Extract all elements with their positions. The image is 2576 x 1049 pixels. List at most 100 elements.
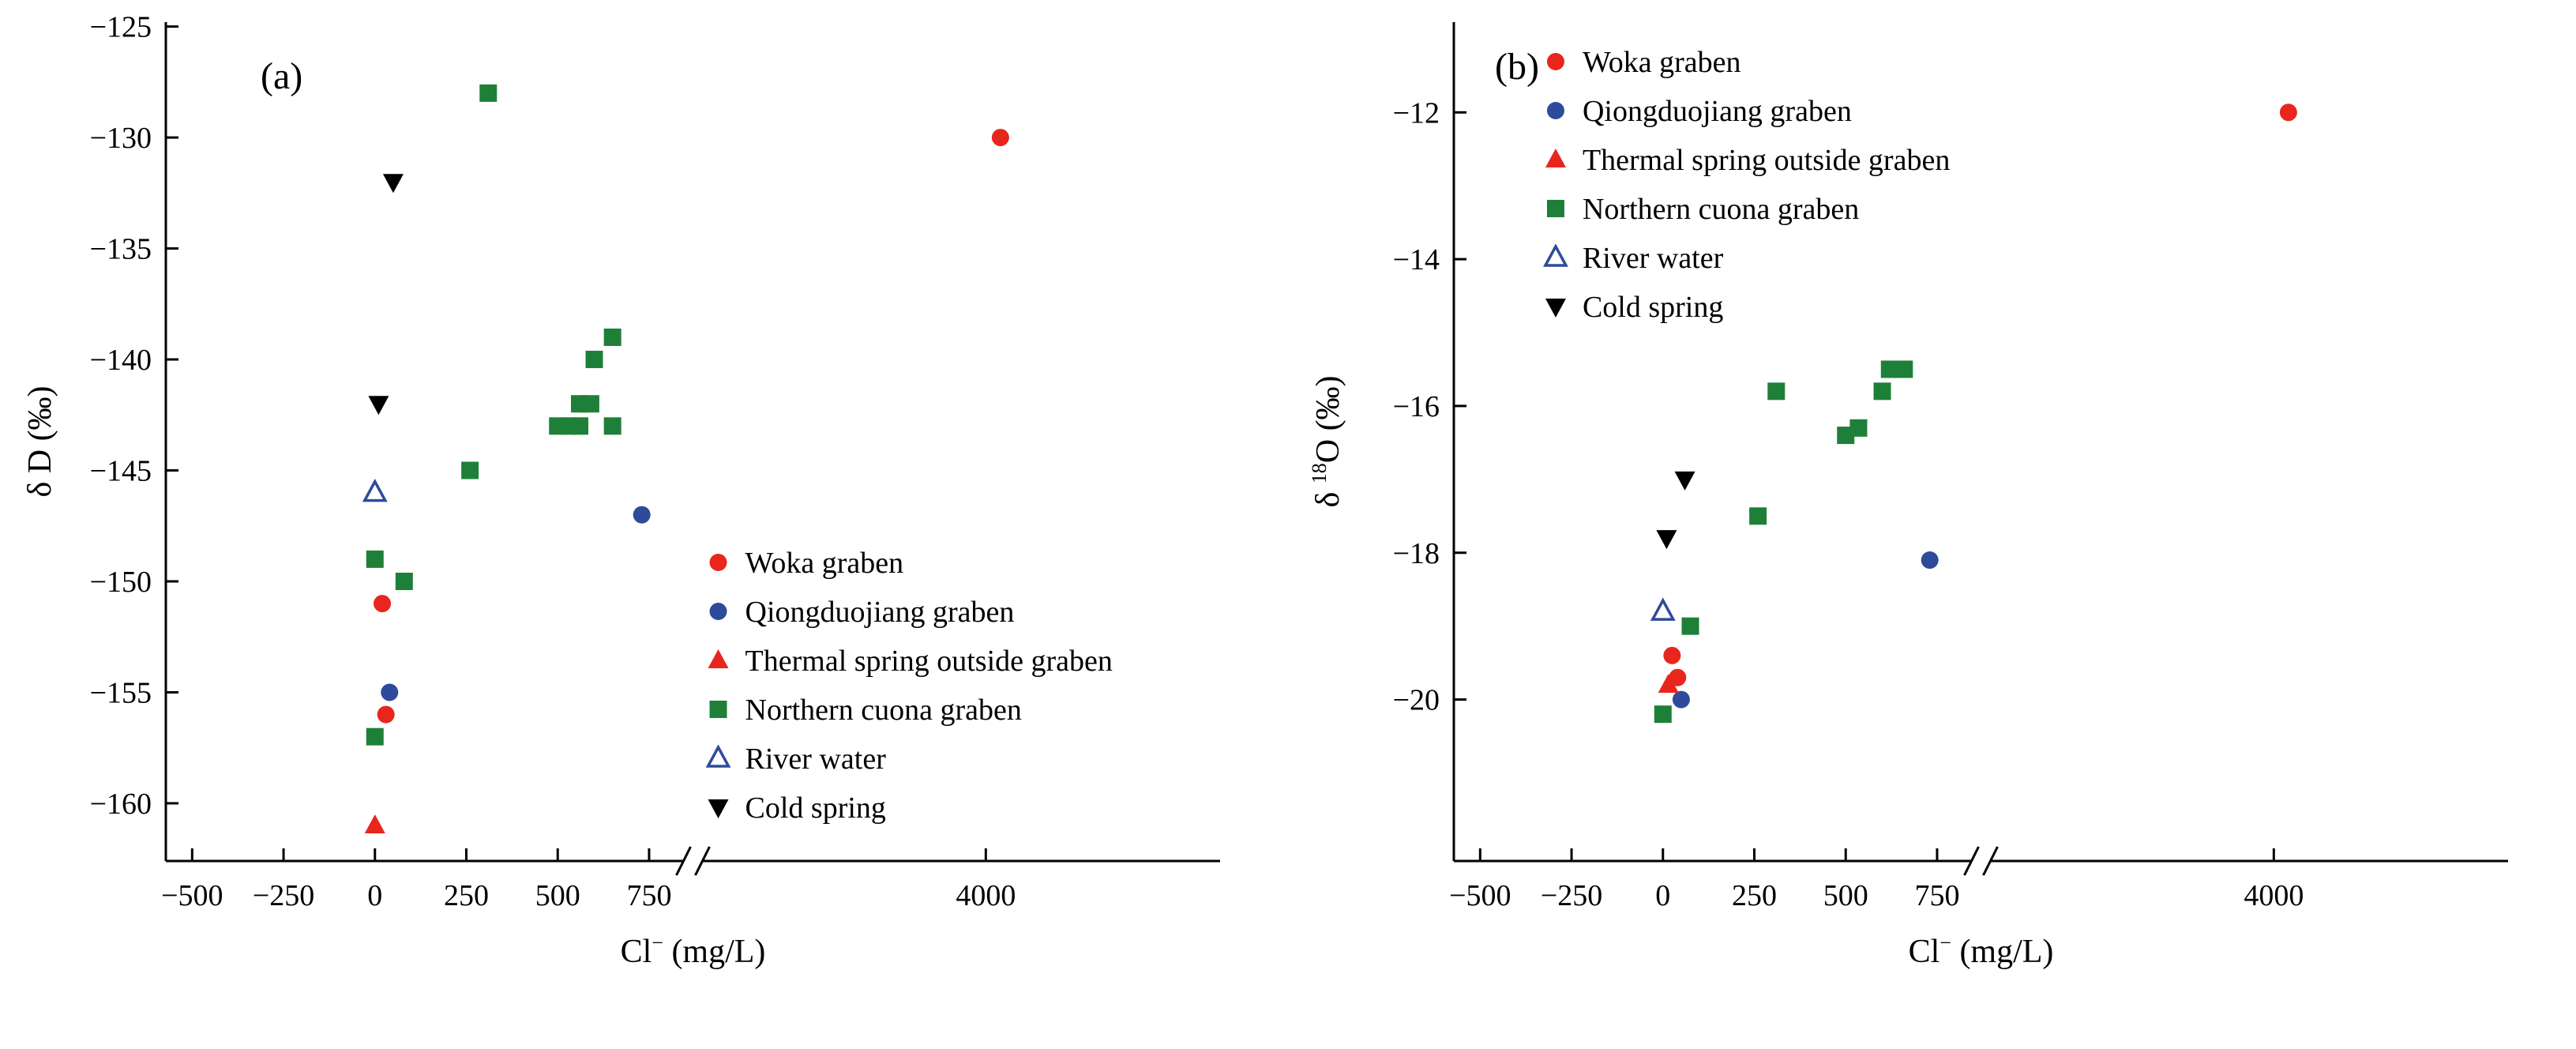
qiongduojiang-graben-marker-icon (1546, 102, 1564, 119)
point-northern-cuona-graben (1767, 382, 1786, 400)
x-tick-label: 500 (535, 879, 580, 912)
legend-label: Cold spring (745, 791, 886, 825)
point-woka-graben (991, 129, 1009, 147)
x-tick-label: 750 (626, 879, 671, 912)
panel-label: (a) (261, 55, 302, 97)
legend-label: Northern cuona graben (745, 694, 1022, 727)
y-tick-label: −20 (1393, 684, 1440, 717)
legend-label: Thermal spring outside graben (745, 645, 1113, 678)
point-northern-cuona-graben (395, 573, 413, 590)
axis-break-icon (675, 846, 692, 876)
point-thermal-spring-outside-graben (364, 814, 385, 834)
x-axis-label: Cl− (mg/L) (621, 931, 766, 970)
woka-graben-marker-icon (709, 554, 727, 571)
point-northern-cuona-graben (603, 417, 621, 435)
chart-b-delta-18o-vs-cl: −500 −250 0 250 500 750 4000 −12 −14 −16 −18 −20 Cl−… (1308, 22, 2508, 970)
point-northern-cuona-graben (1849, 419, 1868, 437)
y-axis-label: δ 18O (‰) (1308, 375, 1346, 507)
point-northern-cuona-graben (1749, 507, 1767, 525)
legend-label: Northern cuona graben (1583, 193, 1859, 226)
point-northern-cuona-graben (581, 395, 599, 413)
y-tick-label: −135 (90, 233, 152, 266)
point-northern-cuona-graben (366, 728, 384, 746)
point-thermal-spring-outside-graben (1658, 674, 1679, 694)
legend-item-qiongduojiang-graben: Qiongduojiang graben (1546, 95, 1852, 128)
point-northern-cuona-graben (1880, 360, 1898, 378)
point-northern-cuona-graben (603, 328, 621, 346)
y-tick-label: −140 (90, 344, 152, 377)
panel-b: −500 −250 0 250 500 750 4000 −12 −14 −16 −18 −20 Cl−… (1288, 0, 2576, 1049)
x-axis-label: Cl− (mg/L) (1909, 931, 2054, 970)
point-northern-cuona-graben (479, 84, 498, 102)
cold-spring-marker-icon (1545, 299, 1566, 318)
point-northern-cuona-graben (1895, 360, 1913, 378)
thermal-spring-outside-graben-marker-icon (708, 649, 729, 668)
legend-item-northern-cuona-graben: Northern cuona graben (709, 694, 1022, 727)
legend-label: Thermal spring outside graben (1583, 144, 1950, 177)
point-woka-graben (377, 705, 395, 724)
legend-item-woka-graben: Woka graben (709, 547, 904, 580)
point-cold-spring (1674, 471, 1695, 491)
chart-a-delta-d-vs-cl: −500 −250 0 250 500 750 4000 −125 −130 −135 −140 −1… (22, 11, 1220, 970)
point-woka-graben (1669, 668, 1687, 686)
point-northern-cuona-graben (461, 461, 479, 479)
x-tick-label: 4000 (2244, 879, 2304, 912)
x-tick-label: −500 (161, 879, 223, 912)
qiongduojiang-graben-marker-icon (709, 603, 727, 620)
point-qiongduojiang-graben (1672, 690, 1690, 709)
legend-label: Qiongduojiang graben (1583, 95, 1852, 128)
x-tick-label: 0 (367, 879, 382, 912)
point-northern-cuona-graben (366, 550, 384, 568)
x-tick-label: −250 (1541, 879, 1602, 912)
thermal-spring-outside-graben-marker-icon (1545, 149, 1566, 167)
point-qiongduojiang-graben (633, 506, 651, 524)
point-northern-cuona-graben (585, 351, 603, 369)
y-tick-label: −14 (1393, 243, 1440, 276)
y-axis-label: δ D (‰) (22, 385, 58, 497)
axis-break-icon (694, 846, 711, 876)
x-tick-label: 750 (1914, 879, 1959, 912)
y-tick-label: −16 (1393, 390, 1440, 423)
axis-break-icon (1963, 846, 1980, 876)
x-tick-label: 500 (1823, 879, 1868, 912)
legend-label: Qiongduojiang graben (745, 596, 1015, 629)
river-water-marker-icon (705, 744, 731, 768)
legend-item-northern-cuona-graben: Northern cuona graben (1546, 193, 1859, 226)
y-tick-label: −150 (90, 566, 152, 599)
point-cold-spring (382, 174, 404, 194)
y-tick-label: −160 (90, 788, 152, 821)
y-tick-label: −125 (90, 11, 152, 44)
y-tick-label: −130 (90, 122, 152, 155)
point-river-water (362, 478, 388, 502)
y-tick-label: −18 (1393, 537, 1440, 570)
legend-label: Woka graben (745, 547, 904, 580)
northern-cuona-graben-marker-icon (709, 701, 727, 718)
point-cold-spring (368, 396, 389, 415)
point-river-water (1650, 597, 1676, 621)
x-tick-label: 250 (1732, 879, 1777, 912)
point-qiongduojiang-graben (1921, 551, 1939, 570)
axis-break-icon (1982, 846, 1999, 876)
y-tick-label: −155 (90, 676, 152, 709)
point-qiongduojiang-graben (381, 683, 399, 701)
legend-item-qiongduojiang-graben: Qiongduojiang graben (709, 596, 1015, 629)
northern-cuona-graben-marker-icon (1546, 200, 1564, 217)
point-woka-graben (2279, 103, 2297, 122)
point-woka-graben (374, 595, 392, 613)
legend-item-woka-graben: Woka graben (1546, 46, 1741, 79)
point-cold-spring (1656, 530, 1677, 550)
legend-item-river-water: River water (705, 743, 886, 776)
panel-label: (b) (1495, 46, 1539, 88)
y-tick-label: −12 (1393, 96, 1440, 130)
point-northern-cuona-graben (571, 417, 589, 435)
point-northern-cuona-graben (1681, 617, 1699, 635)
x-tick-label: 0 (1655, 879, 1670, 912)
legend-label: River water (1583, 242, 1724, 275)
legend-item-thermal-spring-outside-graben: Thermal spring outside graben (708, 645, 1113, 678)
legend-label: Woka graben (1583, 46, 1741, 79)
cold-spring-marker-icon (708, 799, 729, 818)
legend-item-cold-spring: Cold spring (708, 791, 886, 825)
woka-graben-marker-icon (1546, 53, 1564, 70)
legend-item-cold-spring: Cold spring (1545, 291, 1723, 324)
